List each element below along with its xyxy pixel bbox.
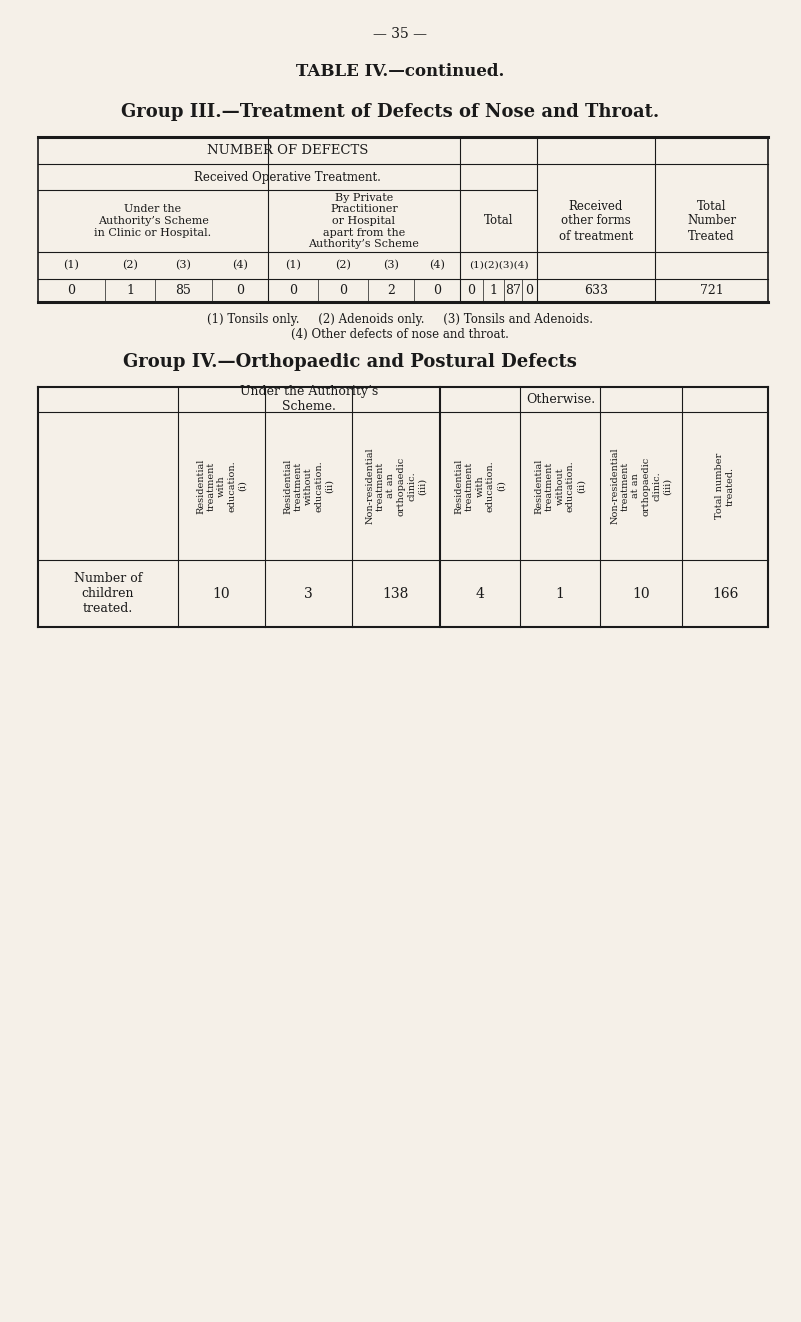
Text: 0: 0 xyxy=(433,284,441,297)
Text: TABLE IV.—continued.: TABLE IV.—continued. xyxy=(296,63,504,81)
Text: Total
Number
Treated: Total Number Treated xyxy=(687,200,736,242)
Text: (4): (4) xyxy=(429,260,445,271)
Text: 10: 10 xyxy=(213,587,231,600)
Text: 85: 85 xyxy=(175,284,191,297)
Text: 1: 1 xyxy=(556,587,565,600)
Text: NUMBER OF DEFECTS: NUMBER OF DEFECTS xyxy=(207,144,368,157)
Text: Received Operative Treatment.: Received Operative Treatment. xyxy=(194,171,381,184)
Text: (4) Other defects of nose and throat.: (4) Other defects of nose and throat. xyxy=(291,328,509,341)
Text: (2): (2) xyxy=(122,260,138,271)
Text: (4): (4) xyxy=(232,260,248,271)
Text: 4: 4 xyxy=(476,587,485,600)
Text: Total: Total xyxy=(484,214,513,227)
Text: 633: 633 xyxy=(584,284,608,297)
Text: 0: 0 xyxy=(525,284,533,297)
Text: Otherwise.: Otherwise. xyxy=(526,393,596,406)
Text: 2: 2 xyxy=(387,284,395,297)
Text: Residential
treatment
with
education.
(i): Residential treatment with education. (i… xyxy=(455,459,505,514)
Text: 0: 0 xyxy=(339,284,347,297)
Text: Total number
treated.: Total number treated. xyxy=(715,453,735,520)
Text: By Private
Practitioner
or Hospital
apart from the
Authority’s Scheme: By Private Practitioner or Hospital apar… xyxy=(308,193,420,250)
Text: 0: 0 xyxy=(289,284,297,297)
Text: 1: 1 xyxy=(126,284,134,297)
Text: Received
other forms
of treatment: Received other forms of treatment xyxy=(559,200,633,242)
Text: (1) Tonsils only.     (2) Adenoids only.     (3) Tonsils and Adenoids.: (1) Tonsils only. (2) Adenoids only. (3)… xyxy=(207,313,593,327)
Text: Group IV.—Orthopaedic and Postural Defects: Group IV.—Orthopaedic and Postural Defec… xyxy=(123,353,577,371)
Text: (2): (2) xyxy=(335,260,351,271)
Text: — 35 —: — 35 — xyxy=(373,26,427,41)
Text: 0: 0 xyxy=(67,284,75,297)
Text: Residential
treatment
with
education.
(i): Residential treatment with education. (i… xyxy=(196,459,247,514)
Text: (3): (3) xyxy=(383,260,399,271)
Text: Residential
treatment
without
education.
(ii): Residential treatment without education.… xyxy=(284,459,334,514)
Text: 138: 138 xyxy=(383,587,409,600)
Text: 721: 721 xyxy=(699,284,723,297)
Text: Number of
children
treated.: Number of children treated. xyxy=(74,572,143,615)
Text: Group III.—Treatment of Defects of Nose and Throat.: Group III.—Treatment of Defects of Nose … xyxy=(121,103,659,122)
Text: (1): (1) xyxy=(285,260,301,271)
Text: (1): (1) xyxy=(63,260,79,271)
Text: 87: 87 xyxy=(505,284,521,297)
Text: 3: 3 xyxy=(304,587,313,600)
Text: 1: 1 xyxy=(489,284,497,297)
Text: (3): (3) xyxy=(175,260,191,271)
Text: Under the Authority’s
Scheme.: Under the Authority’s Scheme. xyxy=(239,386,378,414)
Text: Non-residential
treatment
at an
orthopaedic
clinic.
(iii): Non-residential treatment at an orthopae… xyxy=(610,448,671,525)
Text: Residential
treatment
without
education.
(ii): Residential treatment without education.… xyxy=(535,459,586,514)
Text: Non-residential
treatment
at an
orthopaedic
clinic.
(iii): Non-residential treatment at an orthopae… xyxy=(365,448,426,525)
Text: Under the
Authority’s Scheme
in Clinic or Hospital.: Under the Authority’s Scheme in Clinic o… xyxy=(95,205,211,238)
Text: 0: 0 xyxy=(468,284,476,297)
Text: 166: 166 xyxy=(712,587,739,600)
Text: 10: 10 xyxy=(632,587,650,600)
Text: (1)(2)(3)(4): (1)(2)(3)(4) xyxy=(469,260,528,270)
Text: 0: 0 xyxy=(236,284,244,297)
